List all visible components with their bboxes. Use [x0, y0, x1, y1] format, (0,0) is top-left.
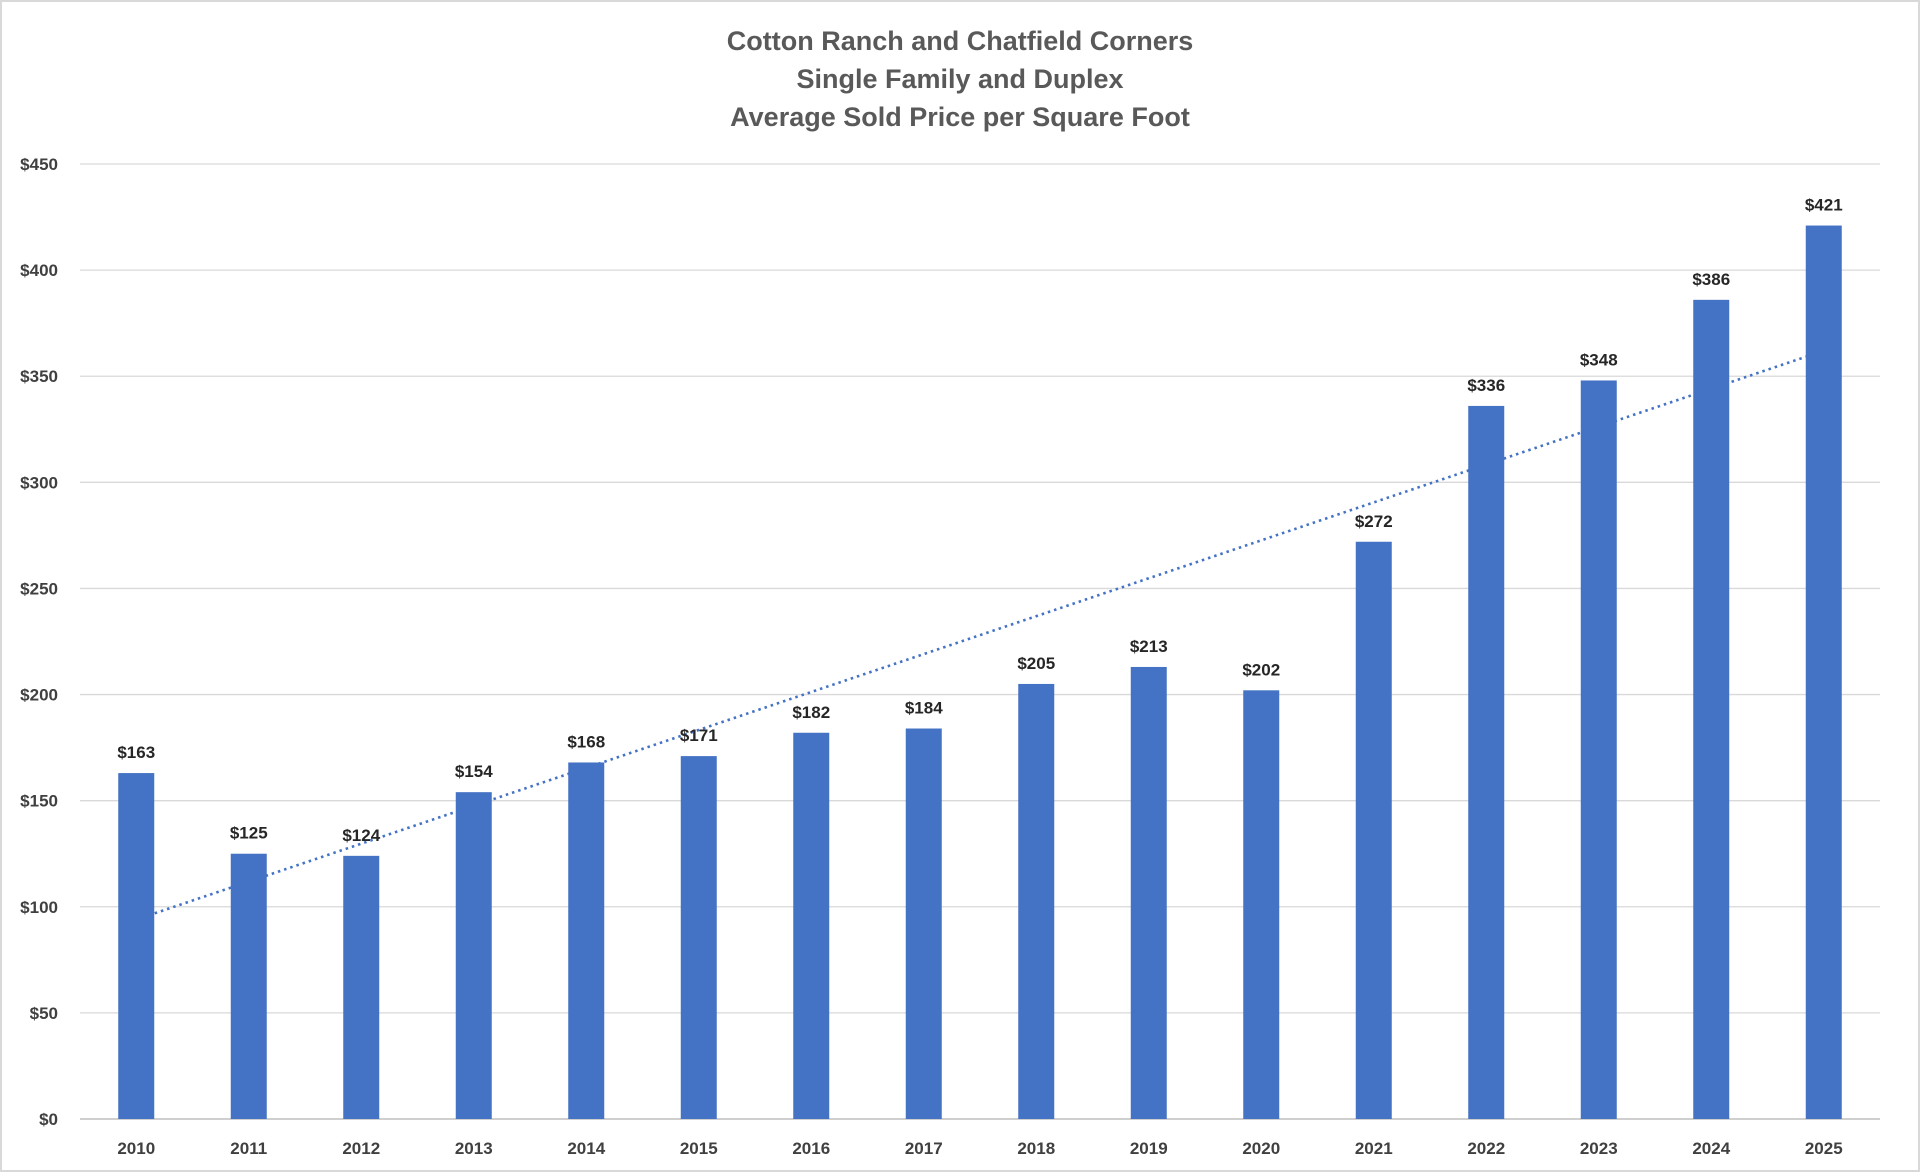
y-tick-label: $0 [39, 1110, 58, 1129]
bar-2015 [680, 756, 717, 1119]
y-tick-label: $400 [20, 261, 58, 280]
x-tick-label-2020: 2020 [1242, 1139, 1280, 1158]
data-label-2011: $125 [230, 824, 268, 843]
x-tick-label-2022: 2022 [1467, 1139, 1505, 1158]
y-tick-label: $150 [20, 792, 58, 811]
trendline [135, 349, 1825, 921]
bar-2025 [1805, 225, 1842, 1120]
data-label-2019: $213 [1130, 637, 1168, 656]
data-label-2024: $386 [1692, 270, 1730, 289]
data-label-2015: $171 [680, 726, 718, 745]
data-label-2016: $182 [792, 703, 830, 722]
data-label-2014: $168 [567, 732, 605, 751]
bar-2023 [1580, 380, 1617, 1119]
y-tick-label: $450 [20, 155, 58, 174]
chart-title: Cotton Ranch and Chatfield Corners Single… [727, 26, 1194, 132]
data-label-2020: $202 [1242, 660, 1280, 679]
y-tick-label: $200 [20, 686, 58, 705]
x-tick-label-2012: 2012 [342, 1139, 380, 1158]
y-axis-ticks: $0 $50 $100 $150 $200 $250 $300 $350 $400 $450 [20, 155, 58, 1129]
data-label-2010: $163 [117, 743, 155, 762]
data-label-2021: $272 [1355, 512, 1393, 531]
bar-2024 [1693, 299, 1730, 1119]
x-tick-label-2013: 2013 [455, 1139, 493, 1158]
x-tick-label-2021: 2021 [1355, 1139, 1393, 1158]
data-label-2017: $184 [905, 699, 943, 718]
y-tick-label: $350 [20, 367, 58, 386]
x-tick-label-2025: 2025 [1805, 1139, 1843, 1158]
bar-2013 [455, 792, 492, 1119]
x-tick-label-2019: 2019 [1130, 1139, 1168, 1158]
gridlines [80, 163, 1880, 1120]
trendline-group [135, 349, 1825, 921]
bar-2010 [118, 773, 155, 1119]
bar-2018 [1018, 683, 1055, 1119]
bar-2020 [1243, 690, 1280, 1119]
bars [118, 225, 1842, 1120]
chart-title-line-3: Average Sold Price per Square Foot [730, 102, 1190, 132]
bar-2021 [1355, 541, 1392, 1119]
y-tick-label: $250 [20, 579, 58, 598]
data-label-2013: $154 [455, 762, 493, 781]
data-labels: $163 $125 $124 $154 $168 $171 $182 $184 $205 $213… [117, 196, 1842, 845]
data-label-2023: $348 [1580, 350, 1618, 369]
x-tick-label-2023: 2023 [1580, 1139, 1618, 1158]
bar-2011 [230, 853, 267, 1119]
y-tick-label: $100 [20, 898, 58, 917]
data-label-2025: $421 [1805, 196, 1843, 215]
x-tick-label-2010: 2010 [117, 1139, 155, 1158]
data-label-2022: $336 [1467, 376, 1505, 395]
data-label-2018: $205 [1017, 654, 1055, 673]
x-tick-label-2018: 2018 [1017, 1139, 1055, 1158]
y-tick-label: $50 [30, 1004, 58, 1023]
bar-2017 [905, 728, 942, 1119]
bar-2016 [793, 732, 830, 1119]
x-tick-label-2011: 2011 [230, 1139, 267, 1158]
x-tick-label-2024: 2024 [1692, 1139, 1730, 1158]
data-label-2012: $124 [342, 826, 380, 845]
x-tick-label-2017: 2017 [905, 1139, 943, 1158]
x-tick-label-2016: 2016 [792, 1139, 830, 1158]
bar-2012 [343, 855, 380, 1119]
x-tick-label-2014: 2014 [567, 1139, 605, 1158]
x-axis-ticks: 2010 2011 2012 2013 2014 2015 2016 2017 2018 2019… [117, 1139, 1842, 1158]
bar-2019 [1130, 666, 1167, 1119]
chart-title-line-1: Cotton Ranch and Chatfield Corners [727, 26, 1194, 56]
chart-title-line-2: Single Family and Duplex [796, 64, 1123, 94]
bar-2014 [568, 762, 605, 1119]
x-tick-label-2015: 2015 [680, 1139, 718, 1158]
y-tick-label: $300 [20, 473, 58, 492]
bar-2022 [1468, 405, 1505, 1119]
